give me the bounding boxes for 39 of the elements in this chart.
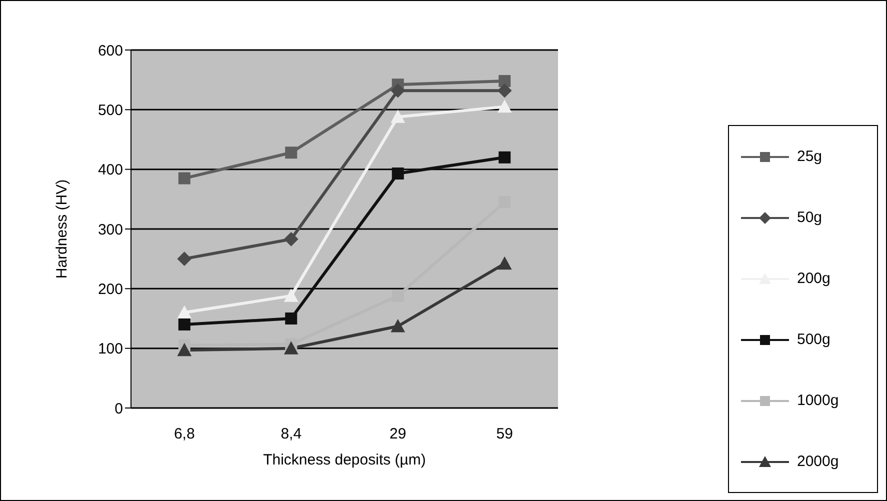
y-tick-label: 300 (98, 221, 123, 238)
point (390, 110, 406, 123)
point (285, 146, 298, 159)
point (497, 99, 512, 113)
legend-label: 200g (797, 270, 830, 287)
point (178, 172, 190, 184)
point (284, 232, 298, 246)
legend-label: 500g (797, 331, 830, 348)
y-axis-title: Hardness (HV) (53, 179, 70, 279)
point (390, 83, 406, 98)
x-tick-label: 6,8 (174, 426, 195, 443)
point (177, 342, 192, 356)
x-tick-label: 59 (496, 426, 513, 443)
point (284, 288, 298, 302)
point (177, 252, 192, 266)
legend-label: 2000g (797, 453, 839, 470)
x-tick-label: 8,4 (280, 426, 302, 443)
point (178, 318, 190, 330)
point (177, 305, 192, 319)
x-axis-title: Thickness deposits (µm) (263, 452, 426, 469)
y-tick-label: 200 (98, 280, 123, 298)
y-tick-label: 0 (114, 400, 123, 418)
y-tick-label: 400 (98, 162, 123, 179)
point (284, 341, 298, 354)
legend-label: 50g (797, 209, 822, 226)
point (497, 256, 512, 270)
legend-label: 1000g (797, 392, 839, 409)
point (497, 83, 512, 98)
legend-label: 25g (797, 148, 822, 165)
point (390, 319, 406, 332)
x-tick-label: 29 (390, 426, 406, 443)
point (392, 168, 404, 180)
point (392, 290, 404, 302)
y-tick-label: 600 (98, 42, 123, 60)
y-tick-label: 500 (98, 102, 123, 119)
point (498, 151, 511, 164)
y-tick-label: 100 (98, 340, 123, 358)
point (285, 312, 298, 324)
point (498, 75, 511, 88)
